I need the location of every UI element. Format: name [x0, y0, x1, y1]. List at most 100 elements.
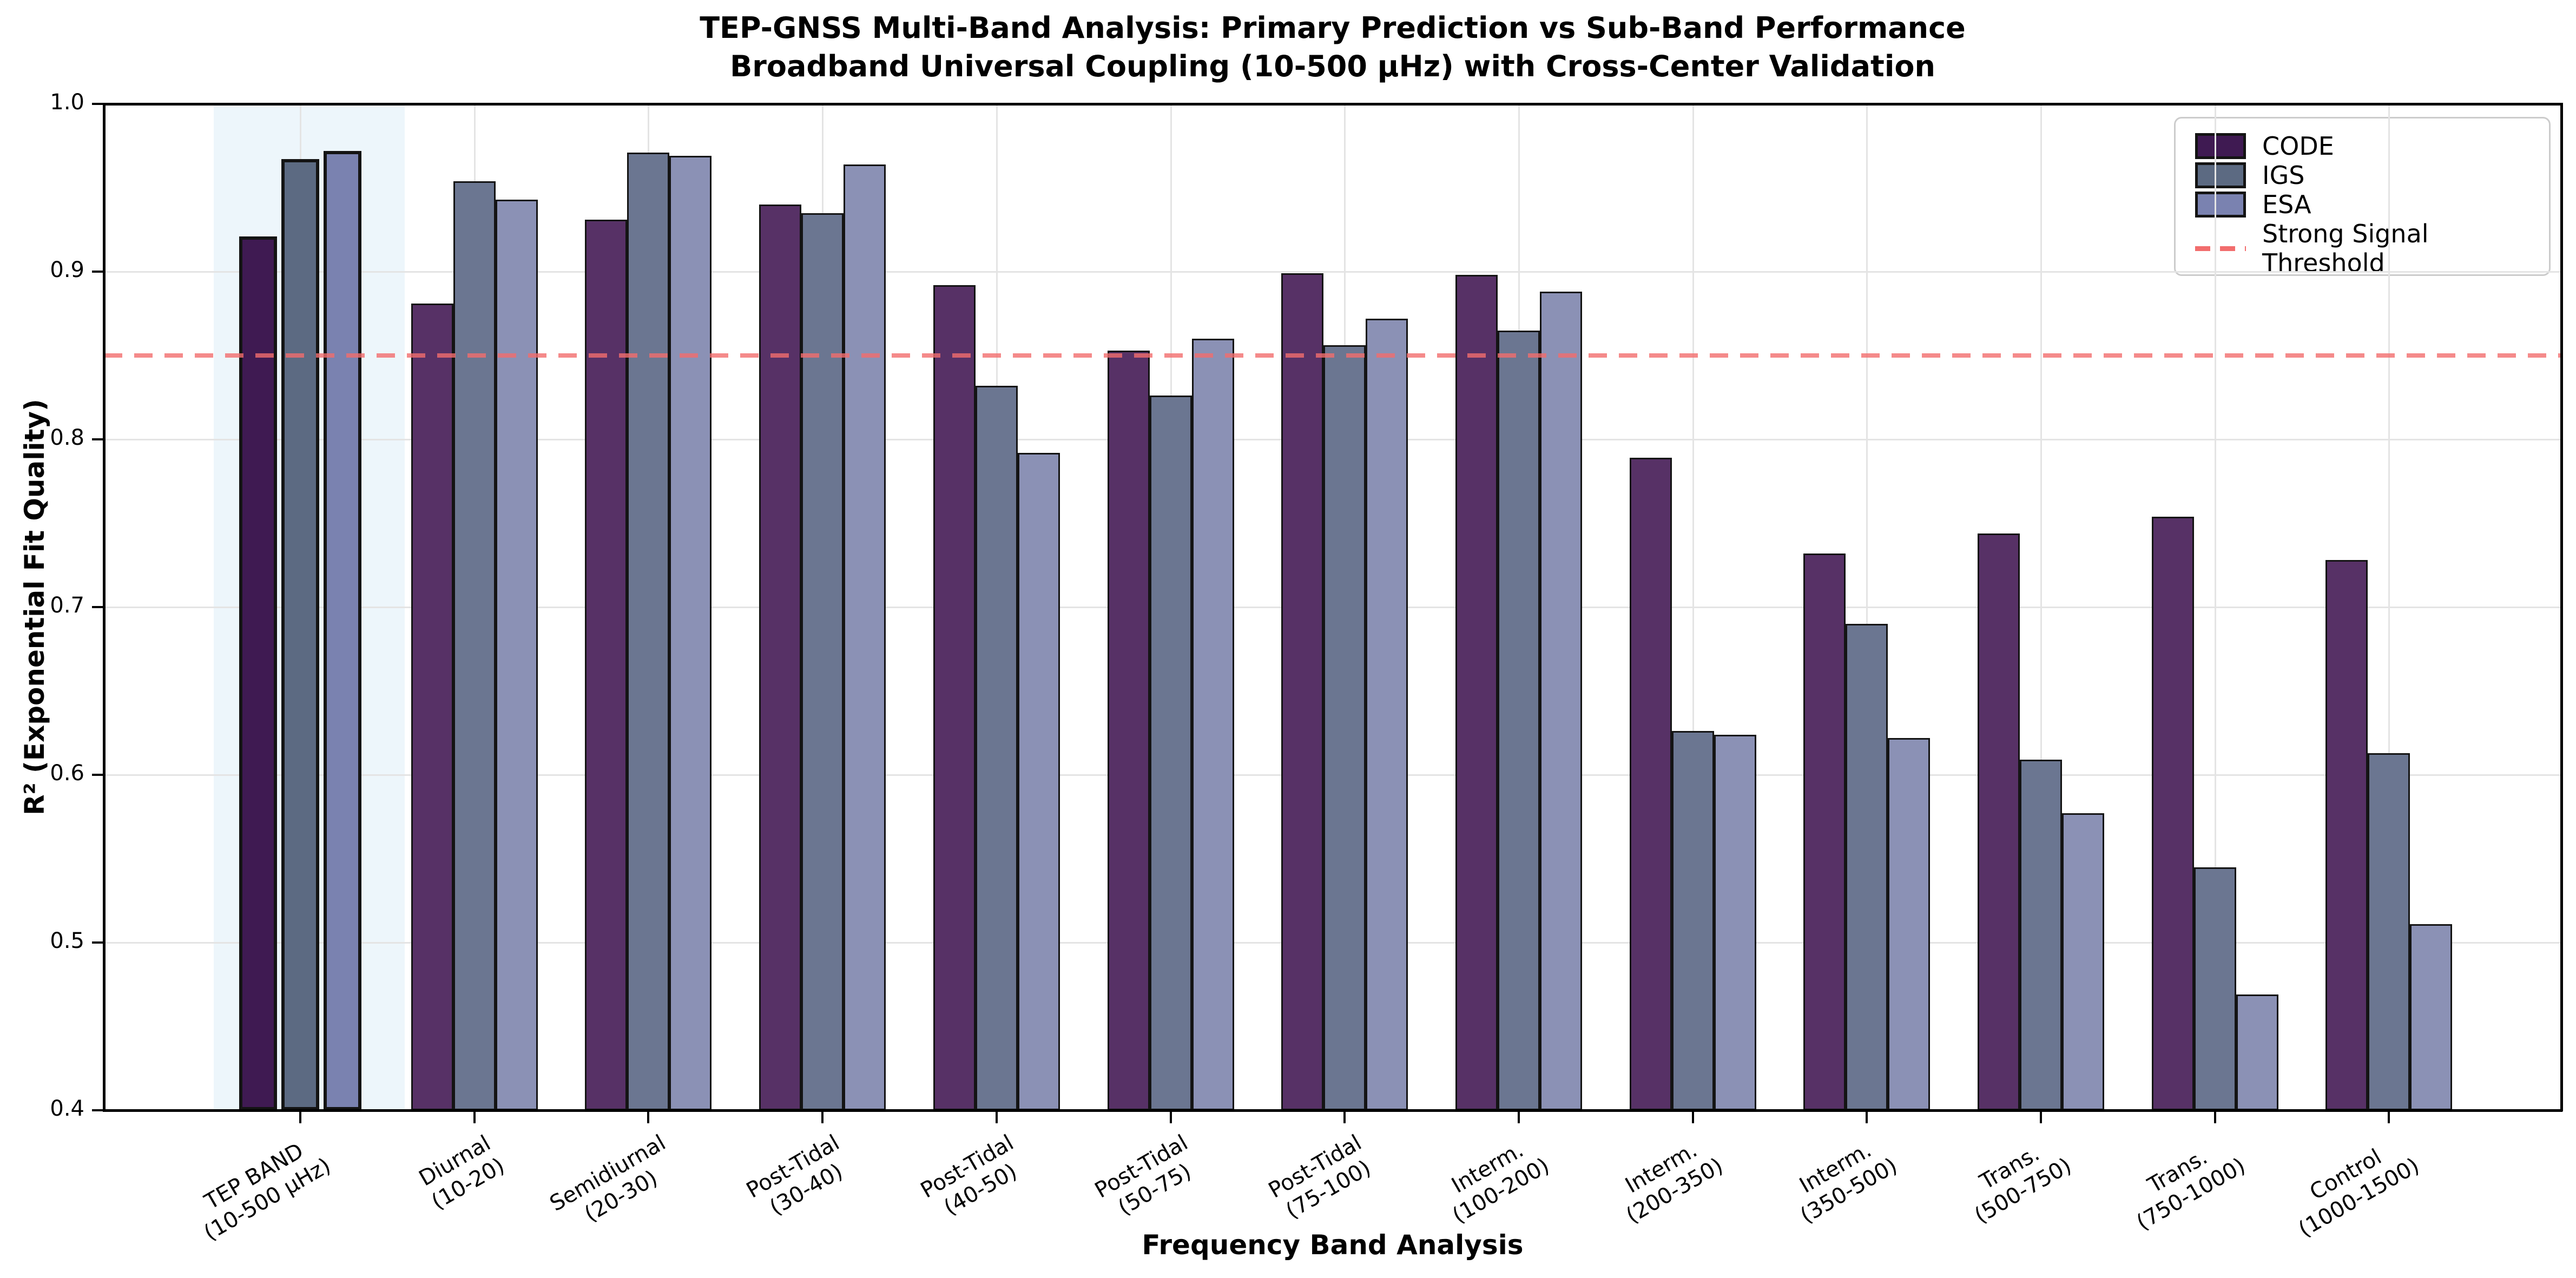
bar-esa-1 [495, 199, 538, 1110]
x-tick [1343, 1110, 1346, 1123]
bar-igs-9 [1846, 624, 1888, 1110]
bar-code-9 [1803, 553, 1846, 1110]
bar-code-3 [759, 205, 802, 1110]
y-tick [92, 438, 104, 440]
x-tick-label: Trans. (500-750) [1970, 1141, 2076, 1229]
x-tick [1866, 1110, 1868, 1123]
bar-igs-7 [1497, 330, 1540, 1110]
x-tick [2388, 1110, 2390, 1123]
x-tick-label: Post-Tidal (30-40) [742, 1130, 847, 1221]
x-tick-label: Post-Tidal (50-75) [1090, 1130, 1196, 1221]
x-tick [821, 1110, 824, 1123]
threshold-line [104, 353, 2561, 358]
bar-code-2 [585, 219, 628, 1110]
gridline-h [104, 271, 2561, 273]
axis-spine-left [103, 103, 106, 1111]
y-tick [92, 941, 104, 944]
bar-igs-10 [2020, 760, 2062, 1110]
y-tick-label: 0.4 [50, 1096, 84, 1121]
x-tick-label: Diurnal (10-20) [415, 1130, 509, 1215]
bar-igs-2 [627, 152, 670, 1110]
axis-spine-top [103, 103, 2562, 106]
bar-code-10 [1978, 533, 2020, 1110]
legend-item-esa: ESA [2195, 190, 2529, 219]
x-tick [473, 1110, 476, 1123]
y-tick-label: 0.7 [50, 593, 84, 618]
bar-igs-5 [1149, 396, 1192, 1110]
y-tick [92, 271, 104, 273]
chart-title-line1: TEP-GNSS Multi-Band Analysis: Primary Pr… [700, 11, 1966, 45]
bar-code-4 [933, 285, 976, 1110]
x-tick [1691, 1110, 1694, 1123]
bar-igs-4 [975, 385, 1018, 1110]
bar-esa-4 [1017, 452, 1060, 1110]
bar-esa-11 [2236, 994, 2278, 1110]
chart-title-line2: Broadband Universal Coupling (10-500 μHz… [730, 49, 1935, 84]
x-tick-label: Interm. (350-500) [1795, 1137, 1902, 1229]
x-tick [1517, 1110, 1520, 1123]
x-tick-label: Interm. (100-200) [1447, 1137, 1553, 1229]
legend-swatch-esa [2195, 192, 2246, 218]
gridline-v [1692, 104, 1694, 1110]
y-tick-label: 0.6 [50, 761, 84, 786]
bar-code-7 [1455, 275, 1498, 1110]
gridline-v [2040, 104, 2042, 1110]
bar-esa-6 [1366, 318, 1408, 1110]
x-tick-label: Semidiurnal (20-30) [545, 1130, 670, 1227]
y-tick-label: 0.9 [50, 258, 84, 282]
bar-esa-5 [1191, 339, 1234, 1110]
bar-esa-8 [1714, 734, 1756, 1110]
bar-igs-0 [281, 159, 319, 1110]
x-axis-label: Frequency Band Analysis [1142, 1229, 1524, 1261]
bar-esa-2 [669, 156, 712, 1110]
bar-igs-11 [2193, 867, 2236, 1110]
gridline-v [2214, 104, 2216, 1110]
legend-threshold-line-icon [2195, 246, 2246, 251]
x-tick-label: Interm. (200-350) [1621, 1137, 1728, 1229]
axis-spine-right [2560, 103, 2563, 1111]
y-tick [92, 103, 104, 105]
legend-swatch-igs [2195, 162, 2246, 188]
bar-code-5 [1107, 350, 1150, 1110]
bar-esa-3 [844, 164, 886, 1110]
y-tick [92, 1109, 104, 1111]
bar-igs-6 [1323, 345, 1366, 1110]
bar-code-8 [1629, 458, 1672, 1110]
x-tick-label: Post-Tidal (40-50) [916, 1130, 1022, 1221]
legend-item-threshold: Strong Signal Threshold [2195, 219, 2529, 278]
y-tick-label: 0.8 [50, 425, 84, 450]
chart-title: TEP-GNSS Multi-Band Analysis: Primary Pr… [104, 9, 2561, 86]
x-tick-label: Post-Tidal (75-100) [1264, 1130, 1375, 1224]
bar-code-6 [1281, 273, 1324, 1110]
bar-esa-0 [324, 150, 361, 1110]
y-tick-label: 1.0 [50, 90, 84, 115]
y-tick [92, 774, 104, 776]
bar-code-1 [411, 303, 453, 1110]
bar-code-0 [239, 236, 277, 1110]
x-tick [995, 1110, 998, 1123]
x-tick [299, 1110, 301, 1123]
legend-label-esa: ESA [2262, 190, 2311, 219]
bar-igs-1 [453, 181, 496, 1110]
bar-igs-3 [801, 213, 844, 1110]
bar-esa-10 [2062, 813, 2104, 1110]
legend-item-igs: IGS [2195, 161, 2529, 190]
legend-label-threshold: Strong Signal Threshold [2262, 219, 2429, 278]
y-tick [92, 606, 104, 608]
x-tick-label: Trans. (750-1000) [2132, 1144, 2250, 1235]
axis-spine-bottom [103, 1109, 2562, 1112]
x-tick [2213, 1110, 2216, 1123]
legend-swatch-code [2195, 133, 2246, 159]
legend: CODE IGS ESA Strong Signal Threshold [2174, 117, 2551, 278]
legend-label-code: CODE [2262, 131, 2334, 161]
bar-esa-12 [2410, 924, 2453, 1110]
bar-code-11 [2151, 516, 2194, 1110]
bar-igs-8 [1671, 731, 1714, 1110]
gridline-v [2388, 104, 2390, 1110]
bar-esa-7 [1539, 292, 1582, 1110]
gridline-v [1866, 104, 1868, 1110]
x-tick [2040, 1110, 2042, 1123]
y-tick-label: 0.5 [50, 928, 84, 953]
bar-igs-12 [2368, 753, 2410, 1110]
